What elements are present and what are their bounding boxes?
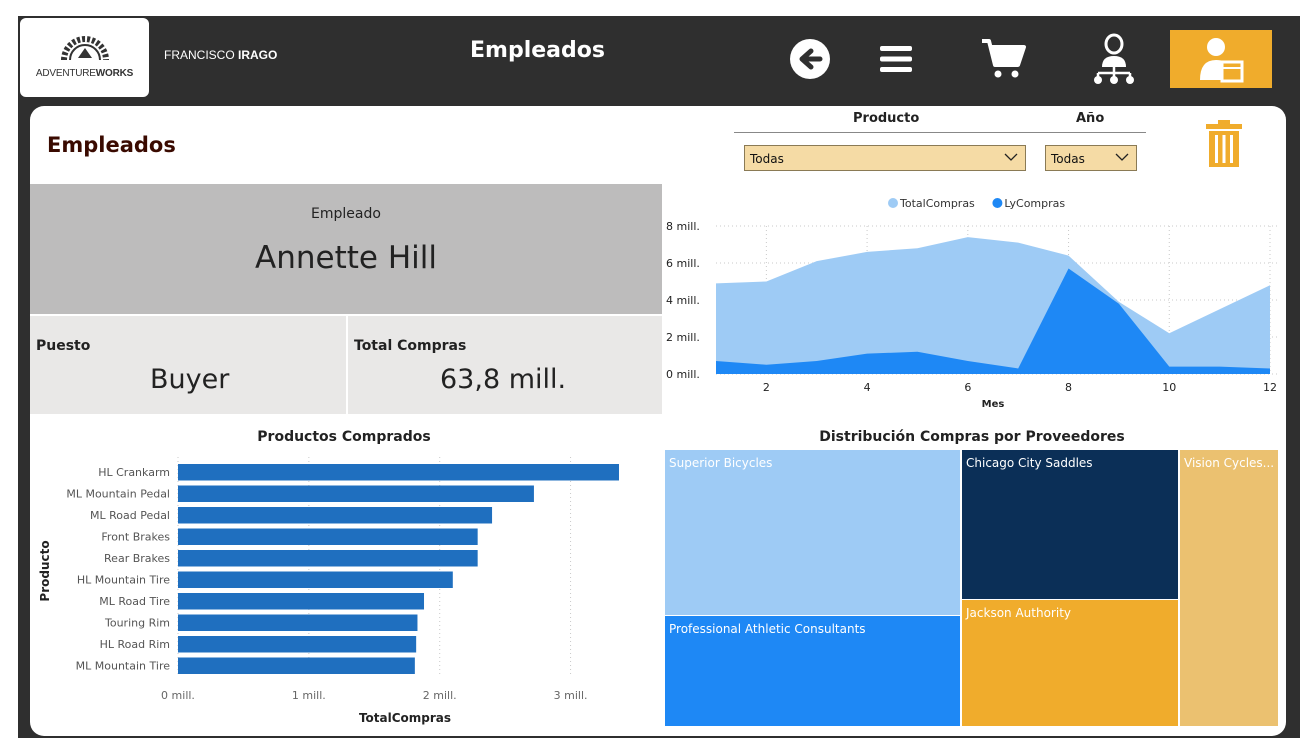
bar-hl-road-rim[interactable]: [178, 636, 417, 653]
area-series-lycompras[interactable]: [716, 268, 1270, 374]
bar-category-label: ML Road Pedal: [90, 509, 170, 522]
gear-logo-icon: [60, 36, 109, 61]
bar-chart-title: Productos Comprados: [257, 429, 430, 445]
chevron-down-icon: [1004, 153, 1018, 161]
legend-label[interactable]: TotalCompras: [899, 197, 975, 210]
cart-button[interactable]: [954, 30, 1054, 88]
empleado-card: Empleado Annette Hill: [30, 184, 662, 314]
header-title: Empleados: [470, 38, 605, 63]
bar-front-brakes[interactable]: [178, 528, 478, 546]
legend-marker: [888, 198, 898, 208]
menu-icon: [880, 46, 912, 72]
chevron-down-icon: [1115, 153, 1129, 161]
treemap-tile-vision-cycles[interactable]: [1180, 450, 1278, 726]
area-y-tick-label: 4 mill.: [666, 294, 700, 307]
total-compras-value: 63,8 mill.: [440, 364, 567, 395]
area-y-tick-label: 2 mill.: [666, 331, 700, 344]
bar-category-label: Touring Rim: [104, 616, 170, 629]
puesto-value: Buyer: [150, 364, 230, 395]
area-y-tick-label: 0 mill.: [666, 368, 700, 381]
producto-filter-label: Producto: [853, 111, 920, 126]
empleado-value: Annette Hill: [255, 240, 437, 276]
bar-category-label: HL Mountain Tire: [77, 573, 170, 586]
employee-page-button[interactable]: [1170, 30, 1272, 88]
anio-dropdown[interactable]: Todas: [1045, 145, 1137, 171]
area-x-tick-label: 2: [763, 381, 770, 394]
bar-ml-road-pedal[interactable]: [178, 507, 493, 524]
bar-touring-rim[interactable]: [178, 614, 418, 632]
total-compras-label: Total Compras: [354, 338, 467, 354]
treemap-tile-label: Professional Athletic Consultants: [669, 622, 866, 636]
treemap-tile-chicago-city-saddles[interactable]: [962, 450, 1178, 599]
org-chart-icon: [1094, 33, 1134, 84]
area-series-totalcompras[interactable]: [716, 237, 1270, 374]
bar-x-tick-label: 3 mill.: [554, 689, 588, 702]
bar-hl-crankarm[interactable]: [178, 464, 619, 481]
cart-icon: [982, 39, 1026, 78]
bar-rear-brakes[interactable]: [178, 550, 478, 567]
treemap-tile-label: Vision Cycles...: [1184, 456, 1274, 470]
bar-category-label: HL Road Rim: [100, 638, 170, 651]
legend-label[interactable]: LyCompras: [1004, 197, 1065, 210]
producto-dropdown-value: Todas: [750, 152, 784, 166]
bar-y-axis-label: Producto: [38, 540, 52, 601]
area-x-axis-label: Mes: [982, 399, 1005, 410]
trash-icon: [1206, 120, 1242, 167]
bar-ml-mountain-tire[interactable]: [178, 657, 415, 675]
treemap-title: Distribución Compras por Proveedores: [819, 429, 1124, 445]
bar-category-label: ML Mountain Pedal: [66, 487, 170, 500]
area-y-tick-label: 8 mill.: [666, 220, 700, 233]
treemap-tile-superior-bicycles[interactable]: [665, 450, 960, 615]
bar-category-label: ML Road Tire: [99, 595, 170, 608]
area-x-tick-label: 10: [1162, 381, 1176, 394]
bar-ml-mountain-pedal[interactable]: [178, 485, 534, 503]
total-compras-card: Total Compras 63,8 mill.: [348, 316, 662, 414]
clear-filters-button[interactable]: [1206, 120, 1242, 172]
anio-dropdown-value: Todas: [1051, 152, 1085, 166]
treemap-tile-label: Chicago City Saddles: [966, 456, 1093, 470]
back-button[interactable]: [760, 30, 860, 88]
compras-area-chart: TotalCompras LyCompras 0 mill. 2 mill. 4 mil…: [666, 197, 1280, 410]
employee-badge-icon: [1200, 38, 1244, 83]
puesto-label: Puesto: [36, 338, 91, 354]
bar-category-label: HL Crankarm: [98, 466, 170, 479]
bar-hl-mountain-tire[interactable]: [178, 571, 453, 589]
area-x-tick-label: 6: [964, 381, 971, 394]
area-x-tick-label: 4: [864, 381, 871, 394]
employees-network-button[interactable]: [1064, 30, 1164, 88]
bar-x-axis-label: TotalCompras: [359, 711, 451, 725]
filter-divider: [734, 132, 1146, 133]
area-x-tick-label: 8: [1065, 381, 1072, 394]
bar-x-tick-label: 2 mill.: [423, 689, 457, 702]
bar-category-label: Rear Brakes: [104, 552, 170, 565]
empleado-label: Empleado: [311, 206, 381, 222]
anio-filter-label: Año: [1076, 111, 1105, 126]
menu-button[interactable]: [846, 30, 946, 88]
top-bar: ADVENTUREWORKS FRANCISCO IRAGO Empleados: [18, 16, 1300, 98]
report-canvas: ADVENTUREWORKS FRANCISCO IRAGO Empleados: [18, 16, 1300, 738]
productos-bar-chart: Productos Comprados 0 mill. 1 mill. 2 mill.…: [38, 429, 619, 725]
producto-dropdown[interactable]: Todas: [744, 145, 1026, 171]
area-y-tick-label: 6 mill.: [666, 257, 700, 270]
company-logo: ADVENTUREWORKS: [20, 18, 149, 97]
puesto-card: Puesto Buyer: [30, 316, 346, 414]
bar-x-tick-label: 1 mill.: [292, 689, 326, 702]
main-panel: Empleados Producto Año Todas Todas Emple…: [30, 106, 1286, 736]
area-x-tick-label: 12: [1263, 381, 1277, 394]
treemap-tile-jackson-authority[interactable]: [962, 600, 1178, 726]
legend-marker: [992, 198, 1003, 208]
user-name: FRANCISCO IRAGO: [164, 48, 278, 62]
treemap-tile-professional-athletic-consultants[interactable]: [665, 616, 960, 726]
back-arrow-icon: [790, 39, 830, 79]
treemap-tile-label: Jackson Authority: [965, 606, 1071, 620]
proveedores-treemap: Distribución Compras por Proveedores Supe…: [665, 429, 1278, 726]
bar-ml-road-tire[interactable]: [178, 593, 425, 610]
treemap-tile-label: Superior Bicycles: [669, 456, 772, 470]
bar-category-label: Front Brakes: [101, 530, 170, 543]
bar-category-label: ML Mountain Tire: [76, 659, 171, 672]
bar-x-tick-label: 0 mill.: [161, 689, 195, 702]
page-title: Empleados: [47, 133, 176, 157]
